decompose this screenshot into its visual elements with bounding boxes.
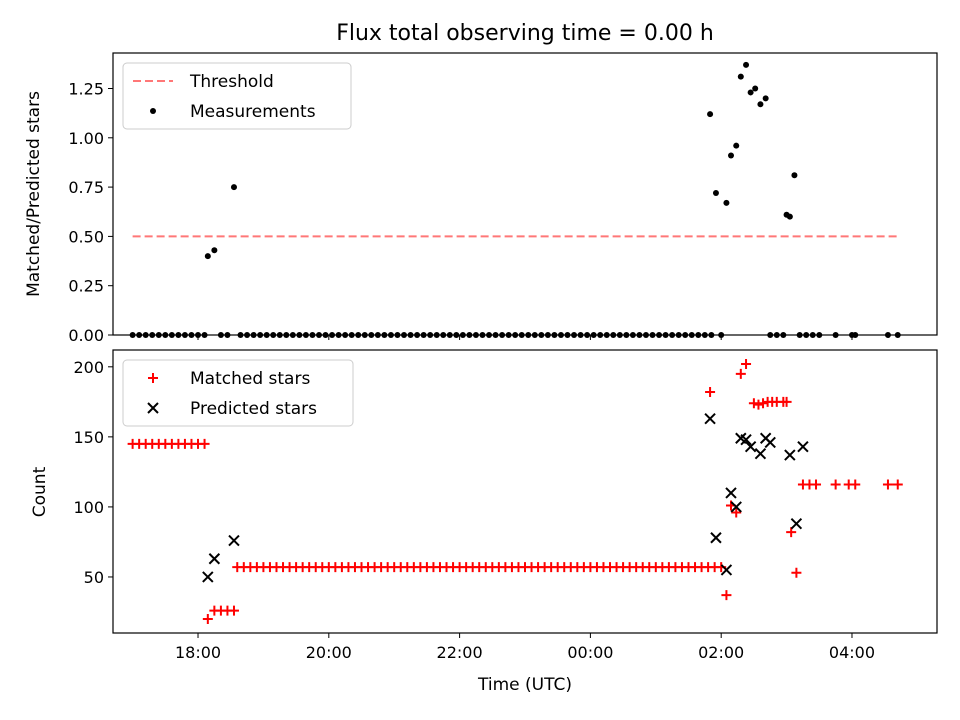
matched-star-point — [741, 359, 752, 370]
x-tick-label: 22:00 — [437, 643, 483, 662]
y-tick-label: 0.50 — [68, 227, 104, 246]
measurement-point — [707, 111, 714, 118]
x-tick-label: 20:00 — [306, 643, 352, 662]
measurement-point — [786, 213, 793, 220]
y-tick-label: 0.25 — [68, 277, 104, 296]
measurement-point — [204, 253, 211, 260]
matched-star-point — [758, 398, 769, 409]
matched-star-point — [791, 567, 802, 578]
y-tick-label: 150 — [73, 428, 104, 447]
matched-star-point — [811, 479, 822, 490]
axes-frame — [112, 52, 938, 336]
legend-predicted-swatch — [147, 402, 159, 414]
predicted-star-point — [725, 487, 737, 499]
predicted-star-point — [754, 447, 767, 460]
measurement-point — [747, 89, 754, 96]
y-tick-label: 1.00 — [68, 129, 104, 148]
top-y-axis-label: Matched/Predicted stars — [24, 91, 44, 297]
matched-star-point — [202, 613, 213, 624]
x-tick-label: 04:00 — [829, 643, 875, 662]
measurement-point — [762, 95, 769, 102]
matched-star-point — [705, 387, 716, 398]
y-tick-label: 200 — [73, 358, 104, 377]
legend-box — [122, 359, 354, 427]
x-tick-label: 02:00 — [698, 643, 744, 662]
chart-title: Flux total observing time = 0.00 h — [336, 21, 714, 46]
predicted-star-point — [744, 440, 757, 453]
predicted-star-point — [730, 501, 742, 513]
measurement-point — [728, 152, 734, 159]
y-tick-label: 0.75 — [68, 178, 104, 197]
matched-star-point — [228, 605, 239, 616]
y-tick-label: 100 — [73, 498, 104, 517]
measurement-point — [230, 184, 237, 191]
predicted-star-point — [764, 436, 776, 449]
matched-star-point — [786, 527, 797, 538]
measurement-point — [723, 199, 730, 206]
measurement-point — [743, 61, 750, 68]
predicted-star-point — [704, 412, 716, 425]
matched-star-point — [850, 479, 861, 490]
axes-frame — [112, 349, 938, 634]
y-tick-label: 1.25 — [68, 79, 104, 98]
measurement-point — [757, 101, 764, 108]
matched-star-point — [830, 479, 841, 490]
predicted-star-point — [740, 433, 752, 446]
measurement-point — [752, 85, 759, 92]
matched-star-point — [781, 396, 792, 407]
bottom-axes: 18:00 20:00 22:00 00:00 02:00 04:00 50 100 150 20… — [73, 349, 938, 662]
x-axis-label: Time (UTC) — [477, 675, 572, 695]
predicted-star-point — [202, 571, 214, 583]
predicted-star-point — [228, 534, 240, 547]
matched-star-point — [199, 438, 210, 449]
matched-star-point — [735, 368, 746, 379]
legend-matched-swatch — [148, 373, 158, 383]
predicted-star-point — [720, 564, 733, 576]
measurement-point — [712, 190, 719, 197]
measurement-point — [211, 247, 218, 254]
matched-star-point — [721, 590, 732, 601]
legend-label: Predicted stars — [190, 399, 317, 419]
matched-star-point — [892, 479, 903, 490]
x-tick-label: 00:00 — [567, 643, 613, 662]
measurement-point — [791, 172, 798, 179]
measurement-point — [737, 73, 744, 80]
matched-star-point — [882, 479, 893, 490]
legend-box — [122, 62, 352, 130]
measurement-point — [733, 142, 740, 149]
legend-label: Threshold — [189, 72, 274, 92]
predicted-star-point — [790, 518, 803, 530]
legend-label: Matched stars — [190, 369, 310, 389]
predicted-star-point — [208, 553, 221, 565]
predicted-star-point — [797, 440, 809, 453]
predicted-star-point — [710, 532, 722, 544]
legend-label: Measurements — [190, 102, 316, 122]
y-tick-label: 0.00 — [68, 326, 104, 345]
matched-star-point — [753, 399, 764, 410]
bottom-y-axis-label: Count — [30, 466, 50, 517]
y-tick-label: 50 — [84, 568, 104, 587]
top-axes: 0.00 0.25 0.50 0.75 1.00 1.25 Threshold Measure… — [68, 52, 938, 345]
matched-star-point — [731, 507, 742, 518]
legend-measurement-swatch — [150, 108, 156, 114]
predicted-star-point — [784, 449, 796, 461]
x-tick-label: 18:00 — [175, 643, 221, 662]
matched-star-point — [748, 398, 759, 409]
